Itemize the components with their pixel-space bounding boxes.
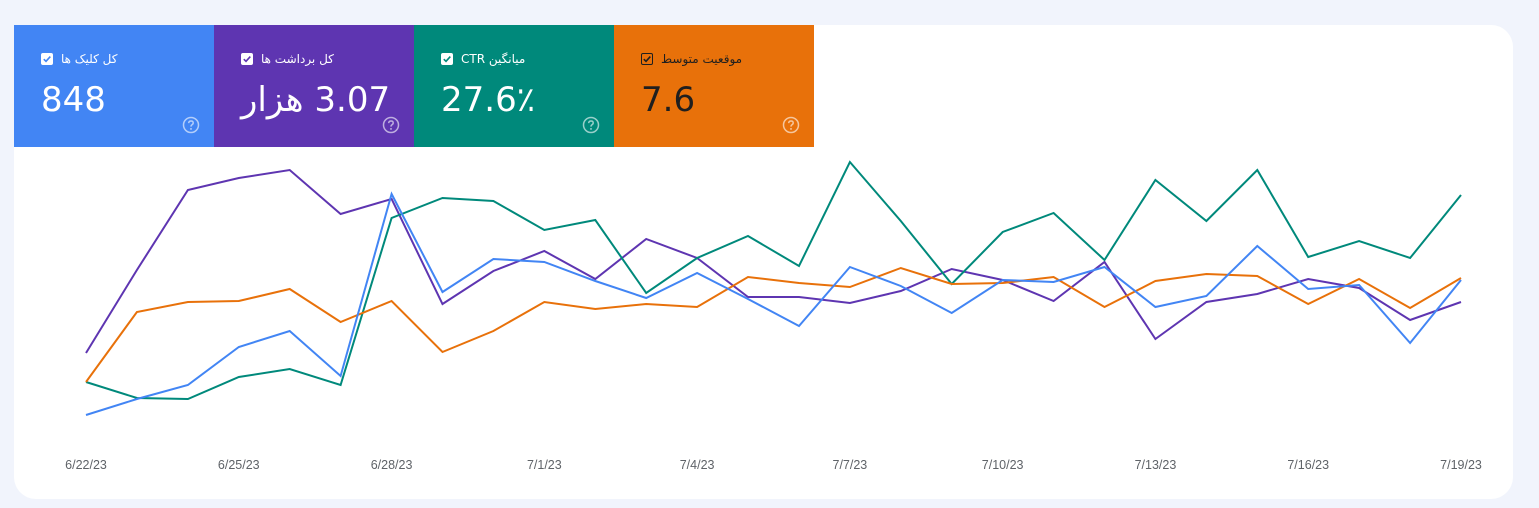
series-line-2 [85, 266, 1462, 383]
card-header: کل برداشت ها [241, 52, 334, 66]
card-label: کل کلیک ها [61, 52, 118, 66]
card-label: کل برداشت ها [261, 52, 334, 66]
checkbox-checked-icon[interactable] [41, 53, 53, 65]
card-value: 7.6 [641, 80, 696, 120]
average-ctr-card[interactable]: میانگین CTR 27.6٪ [414, 25, 614, 147]
card-label: موقعیت متوسط [661, 52, 743, 66]
average-position-card[interactable]: موقعیت متوسط 7.6 [614, 25, 814, 147]
card-header: کل کلیک ها [41, 52, 117, 66]
x-tick-label: 7/19/23 [1440, 458, 1482, 472]
x-tick-label: 7/4/23 [680, 458, 715, 472]
card-value: 3.07 هزار [241, 80, 391, 120]
card-header: موقعیت متوسط [641, 52, 742, 66]
series-line-3 [85, 191, 1462, 416]
help-circle-icon[interactable] [782, 116, 800, 134]
metric-cards: کل کلیک ها 848 کل برداشت ها 3.07 هزار میانگی… [14, 25, 814, 147]
card-label: میانگین CTR [461, 52, 526, 66]
help-circle-icon[interactable] [382, 116, 400, 134]
x-tick-label: 6/22/23 [65, 458, 107, 472]
x-tick-label: 7/13/23 [1135, 458, 1177, 472]
checkbox-checked-icon[interactable] [241, 53, 253, 65]
total-clicks-card[interactable]: کل کلیک ها 848 [14, 25, 214, 147]
help-circle-icon[interactable] [182, 116, 200, 134]
checkbox-checked-icon[interactable] [641, 53, 653, 65]
x-tick-label: 7/7/23 [833, 458, 868, 472]
checkbox-checked-icon[interactable] [441, 53, 453, 65]
x-tick-label: 7/16/23 [1287, 458, 1329, 472]
card-value: 27.6٪ [441, 80, 535, 120]
x-tick-label: 6/25/23 [218, 458, 260, 472]
card-header: میانگین CTR [441, 52, 525, 66]
total-impressions-card[interactable]: کل برداشت ها 3.07 هزار [214, 25, 414, 147]
help-circle-icon[interactable] [582, 116, 600, 134]
x-tick-label: 6/28/23 [371, 458, 413, 472]
performance-line-chart: 6/22/23 6/25/23 6/28/23 7/1/23 7/4/23 7/7/23 7… [65, 160, 1482, 472]
x-tick-label: 7/1/23 [527, 458, 562, 472]
series-line-0 [85, 168, 1462, 354]
x-tick-label: 7/10/23 [982, 458, 1024, 472]
series-line-1 [85, 160, 1462, 401]
card-value: 848 [41, 80, 106, 120]
performance-panel: 6/22/23 6/25/23 6/28/23 7/1/23 7/4/23 7/7/23 7… [14, 25, 1513, 499]
